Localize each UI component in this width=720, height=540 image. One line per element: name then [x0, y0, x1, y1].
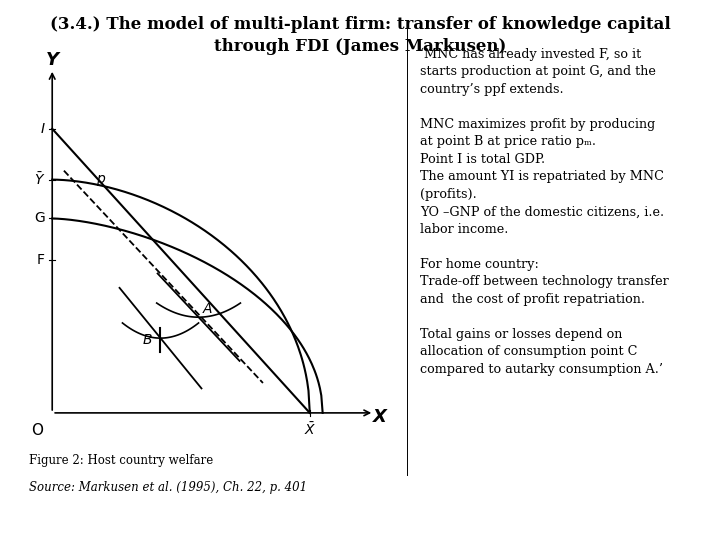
Text: A: A [203, 302, 212, 316]
Text: p: p [96, 172, 105, 186]
Text: G: G [34, 212, 45, 226]
Text: (3.4.) The model of multi-plant firm: transfer of knowledge capital
through FDI : (3.4.) The model of multi-plant firm: tr… [50, 16, 670, 56]
Text: X: X [373, 408, 387, 427]
Text: I: I [41, 122, 45, 136]
Text: B: B [143, 333, 153, 347]
Text: Source: Markusen et al. (1995), Ch. 22, p. 401: Source: Markusen et al. (1995), Ch. 22, … [29, 481, 307, 494]
Text: F: F [37, 253, 45, 267]
Text: ‘MNC has already invested F, so it
starts production at point G, and the
country: ‘MNC has already invested F, so it start… [420, 48, 669, 376]
Text: $\bar{X}$: $\bar{X}$ [304, 421, 316, 438]
Text: Figure 2: Host country welfare: Figure 2: Host country welfare [29, 454, 213, 467]
Text: Y: Y [45, 51, 59, 69]
Text: O: O [32, 423, 44, 438]
Text: $\bar{Y}$: $\bar{Y}$ [34, 171, 45, 188]
